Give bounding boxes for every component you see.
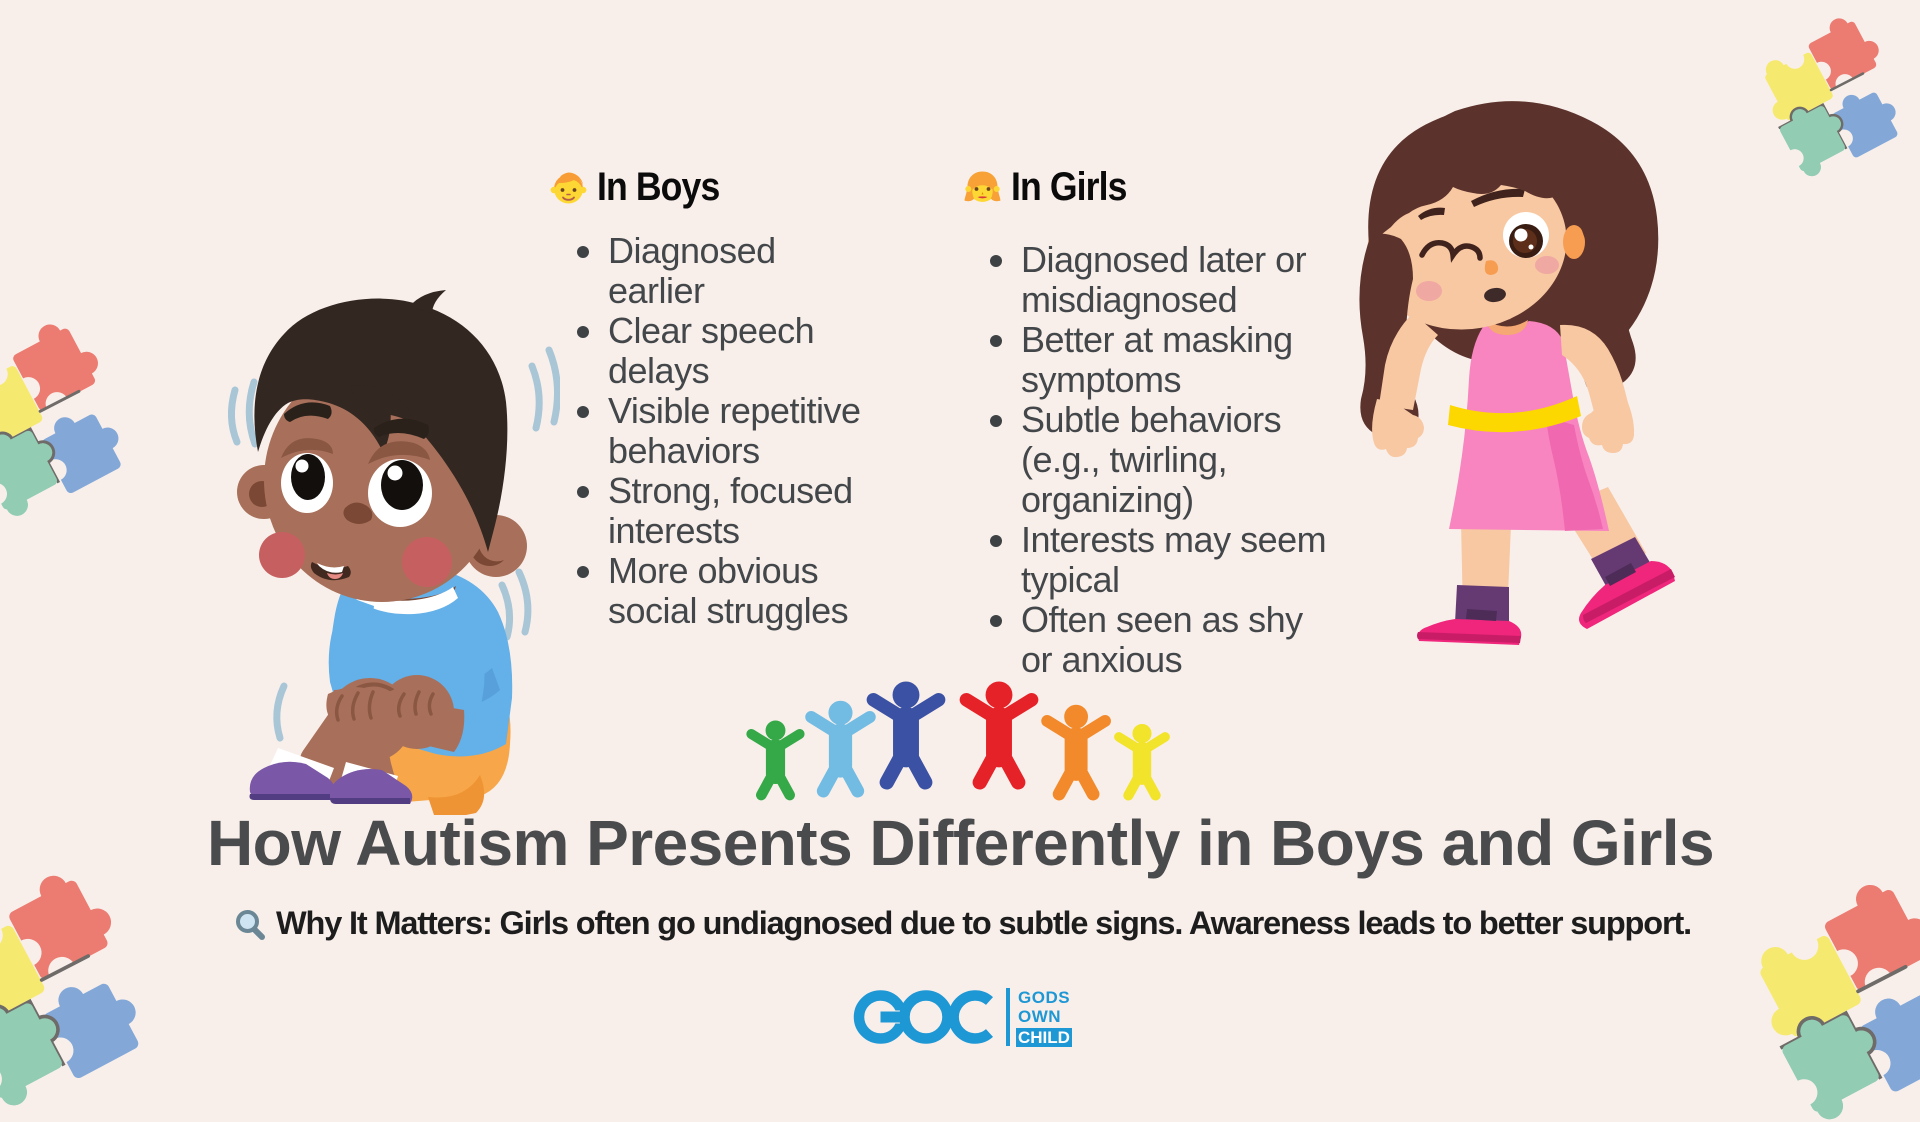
svg-text:CHILD: CHILD — [1018, 1028, 1070, 1047]
svg-text:GODS: GODS — [1018, 988, 1070, 1007]
svg-text:OWN: OWN — [1018, 1007, 1061, 1026]
